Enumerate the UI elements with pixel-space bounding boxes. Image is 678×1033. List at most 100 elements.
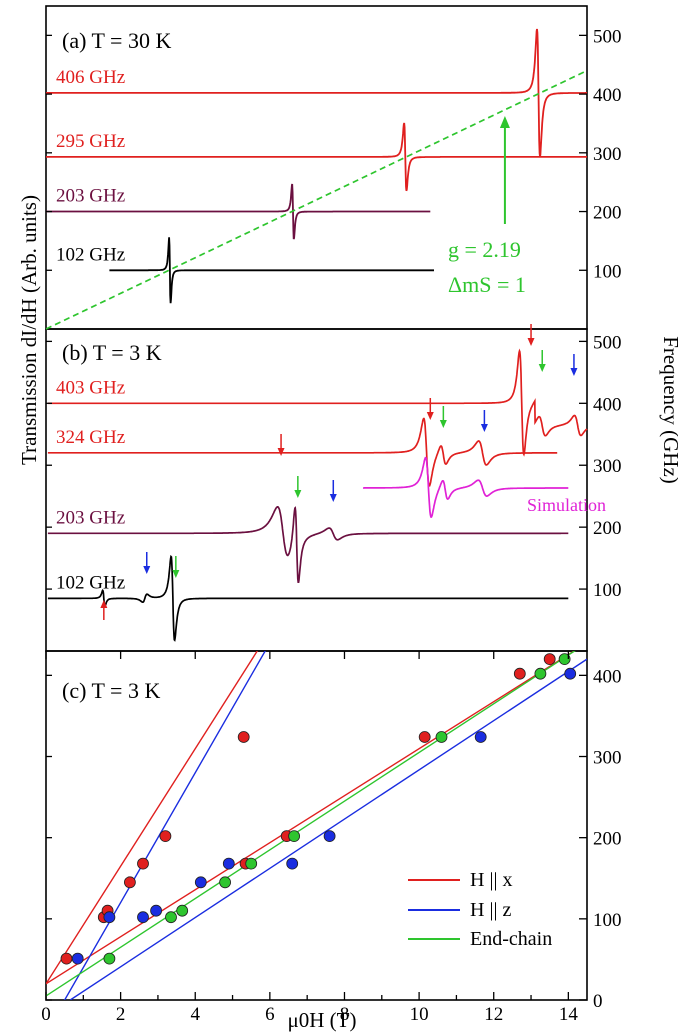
panel-b-title: (b) T = 3 K — [62, 340, 162, 365]
axis-ticks: 0 2 4 6 8 10 12 14 100 200 300 400 500 100 200 300 400 50… — [41, 26, 621, 1025]
panel-b-frame — [45, 328, 588, 652]
spectrum-a-295-GHz — [46, 122, 587, 192]
freq-label-a-0: 102 GHz — [56, 244, 125, 265]
fit-line — [46, 651, 259, 985]
resonance-arrowhead — [426, 412, 434, 420]
resonance-arrowhead — [277, 448, 285, 456]
data-point — [237, 731, 250, 743]
x-tick-label: 0 — [41, 1004, 51, 1025]
panel-c-title: (c) T = 3 K — [62, 678, 160, 703]
freq-label-a-2: 295 GHz — [56, 131, 125, 152]
data-point — [435, 731, 448, 743]
y-tick-label: 100 — [593, 580, 622, 601]
fit-line — [69, 658, 587, 1000]
spectrum-a-406-GHz — [46, 28, 587, 158]
delta-ms-label: ΔmS = 1 — [448, 272, 526, 297]
x-tick-label: 10 — [410, 1004, 429, 1025]
x-tick-label: 14 — [559, 1004, 579, 1025]
x-tick-label: 6 — [265, 1004, 275, 1025]
legend: H || x H || z End-chain — [408, 869, 552, 950]
freq-label-b-1: 203 GHz — [56, 507, 125, 528]
resonance-arrowhead — [329, 494, 337, 502]
freq-label-b-3: 403 GHz — [56, 377, 125, 398]
data-point — [219, 876, 232, 889]
data-point — [176, 904, 189, 917]
right-axis-label: Frequency (GHz) — [659, 336, 678, 484]
data-point — [103, 911, 116, 924]
data-point — [245, 857, 258, 870]
spectrum-b-102-GHz — [47, 554, 569, 642]
spectrum-b-403-GHz — [47, 348, 588, 457]
data-point — [71, 952, 84, 965]
data-point — [123, 876, 136, 889]
data-point — [150, 904, 163, 917]
resonance-arrowhead — [538, 364, 546, 372]
resonance-arrowhead — [100, 600, 108, 608]
y-tick-label: 100 — [593, 261, 622, 282]
spectrum-b-324-GHz — [47, 417, 558, 487]
data-point — [288, 830, 301, 842]
simulation-label: Simulation — [527, 495, 606, 515]
x-tick-label: 4 — [190, 1004, 200, 1025]
resonance-arrowhead — [570, 368, 578, 376]
legend-label-0: H || x — [470, 869, 512, 891]
data-point — [543, 653, 556, 665]
freq-label-a-1: 203 GHz — [56, 186, 125, 207]
data-point — [558, 653, 571, 665]
freq-label-b-2: 324 GHz — [56, 427, 125, 448]
y-tick-label: 300 — [593, 456, 622, 477]
data-point — [222, 857, 235, 870]
resonance-arrowhead — [480, 424, 488, 432]
data-point — [418, 731, 431, 743]
panel-a-plot: 102 GHz 203 GHz 295 GHz 406 GHz — [45, 28, 588, 330]
fit-line — [46, 651, 576, 997]
data-point — [137, 857, 149, 870]
y-tick-label: 400 — [593, 666, 622, 687]
data-point — [165, 911, 177, 924]
data-point — [564, 667, 577, 680]
y-tick-label: 100 — [593, 910, 622, 931]
y-tick-label: 300 — [593, 748, 622, 769]
g-factor-label: g = 2.19 — [448, 237, 521, 262]
y-tick-label: 0 — [593, 991, 603, 1012]
g-factor-arrowhead — [499, 116, 510, 128]
simulation-trace — [363, 456, 569, 518]
x-axis-label: μ0H (T) — [288, 1008, 357, 1032]
y-tick-label: 500 — [593, 332, 622, 353]
resonance-arrowhead — [294, 490, 302, 498]
x-tick-label: 2 — [116, 1004, 126, 1025]
resonance-arrowhead — [439, 420, 447, 428]
panel-b-plot: 102 GHz 203 GHz 324 GHz 403 GHz — [47, 324, 588, 642]
panel-c-frame — [45, 650, 588, 1001]
data-point — [286, 857, 299, 870]
freq-label-a-3: 406 GHz — [56, 67, 125, 88]
freq-label-b-0: 102 GHz — [56, 572, 125, 593]
data-point — [137, 911, 149, 924]
data-point — [534, 667, 547, 680]
resonance-arrowhead — [527, 338, 535, 346]
fit-line — [63, 651, 267, 1000]
y-tick-label: 200 — [593, 203, 622, 224]
resonance-arrowhead — [143, 566, 151, 574]
data-point — [159, 830, 172, 842]
spectrum-a-102-GHz — [109, 237, 434, 304]
data-point — [103, 952, 116, 965]
y-tick-label: 200 — [593, 829, 622, 850]
left-axis-label: Transmission dI/dH (Arb. units) — [17, 195, 41, 465]
panel-c-plot — [46, 651, 587, 1000]
data-point — [474, 731, 487, 743]
legend-label-1: H || z — [470, 899, 511, 921]
data-point — [194, 876, 207, 889]
y-tick-label: 300 — [593, 144, 622, 165]
panel-c-fit-lines — [46, 651, 587, 1000]
spectrum-a-203-GHz — [46, 183, 431, 240]
y-tick-label: 200 — [593, 518, 622, 539]
x-tick-label: 8 — [340, 1004, 350, 1025]
resonance-arrowhead — [172, 570, 180, 578]
y-tick-label: 400 — [593, 85, 622, 106]
panel-a-title: (a) T = 30 K — [62, 28, 171, 53]
y-tick-label: 500 — [593, 26, 622, 47]
fit-line — [46, 651, 576, 985]
x-tick-label: 12 — [484, 1004, 503, 1025]
